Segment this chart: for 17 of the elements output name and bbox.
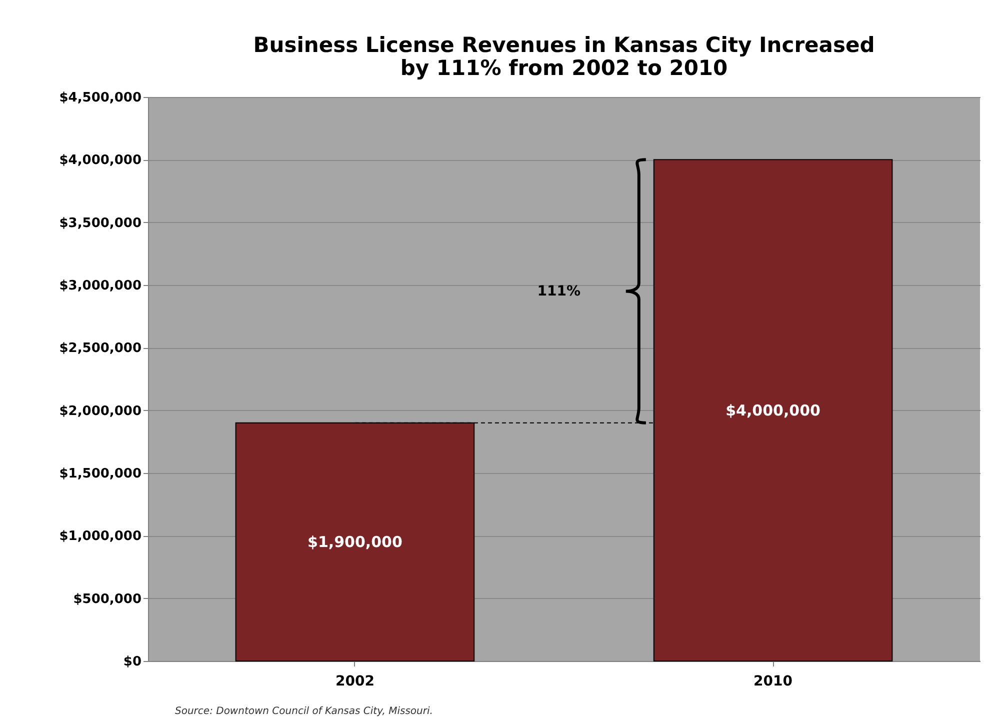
y-tick-label: $1,500,000 — [59, 466, 142, 482]
y-tick-label: $0 — [123, 654, 142, 670]
y-tick-label: $3,500,000 — [59, 216, 142, 231]
x-tick-label: 2010 — [754, 674, 793, 690]
data-label: $4,000,000 — [726, 401, 820, 420]
y-tick-label: $1,000,000 — [59, 529, 142, 544]
y-tick-label: $500,000 — [73, 592, 142, 607]
chart-title: Business License Revenues in Kansas City Increased by 111% from 2002 to 2010 — [253, 33, 875, 80]
y-tick-label: $2,500,000 — [59, 341, 142, 356]
y-tick-label: $2,000,000 — [59, 404, 142, 419]
source-note: Source: Downtown Council of Kansas City, Missouri. — [175, 706, 433, 717]
data-label: $1,900,000 — [308, 532, 402, 551]
x-tick-label: 2002 — [335, 674, 374, 690]
y-tick-label: $4,000,000 — [59, 153, 142, 168]
y-tick-label: $3,000,000 — [59, 278, 142, 294]
y-tick-label: $4,500,000 — [59, 90, 142, 106]
annotation: 111% — [537, 283, 581, 300]
